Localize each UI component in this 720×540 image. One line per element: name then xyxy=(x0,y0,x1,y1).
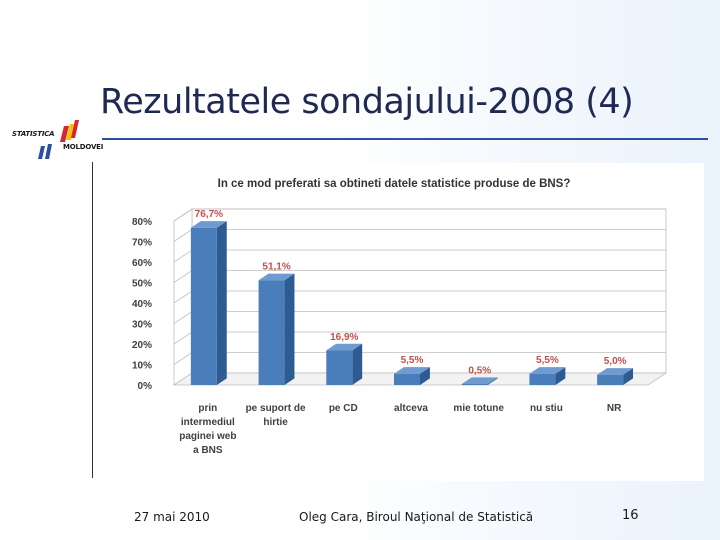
bar-front xyxy=(461,383,488,385)
chart-title: In ce mod preferati sa obtineti datele s… xyxy=(218,178,571,190)
statistica-moldovei-logo: STATISTICA MOLDOVEI xyxy=(8,116,104,164)
bar xyxy=(190,221,227,385)
logo-bars-icon xyxy=(38,120,79,159)
category-label: intermediul xyxy=(181,417,235,428)
category-label: paginei web xyxy=(179,431,236,442)
y-tick-label: 30% xyxy=(132,320,152,331)
logo-bar-blue-1 xyxy=(38,146,45,159)
left-divider xyxy=(92,162,93,478)
bar-front xyxy=(326,350,353,385)
bar-side xyxy=(487,377,498,385)
bar-top xyxy=(597,368,634,375)
bar-side xyxy=(216,221,227,385)
slide-title: Rezultatele sondajului-2008 (4) xyxy=(100,82,634,122)
bar-side xyxy=(284,273,295,385)
data-label: 76,7% xyxy=(195,209,223,220)
logo-bar-blue-2 xyxy=(45,144,52,159)
data-label: 0,5% xyxy=(468,365,491,376)
data-label: 5,5% xyxy=(401,355,424,366)
y-tick-label: 60% xyxy=(132,258,152,269)
logo-bar-red-2 xyxy=(71,120,79,138)
y-tick-label: 0% xyxy=(138,381,153,392)
bar-top xyxy=(394,367,430,374)
category-label: pe suport de xyxy=(246,403,306,414)
bar-front xyxy=(190,227,217,385)
title-underline xyxy=(102,138,708,140)
footer-author: Oleg Cara, Biroul Naţional de Statistică xyxy=(299,510,534,524)
y-tick-label: 50% xyxy=(132,279,152,290)
logo-text-statistica: STATISTICA xyxy=(12,130,55,138)
logo-bar-yellow xyxy=(66,124,74,140)
bar xyxy=(461,377,498,385)
category-label: nu stiu xyxy=(530,403,563,414)
bar-top xyxy=(461,377,498,384)
y-tick-label: 10% xyxy=(132,361,152,372)
bar-front xyxy=(394,373,420,385)
category-label: prin xyxy=(198,403,217,414)
bar-top xyxy=(529,367,566,374)
category-label: hirtie xyxy=(263,417,288,428)
bar-side xyxy=(555,367,566,385)
bar-top xyxy=(258,273,295,281)
bar-front xyxy=(597,374,624,385)
data-label: 5,0% xyxy=(604,356,627,367)
category-label: pe CD xyxy=(329,403,358,414)
bar-side xyxy=(420,367,430,385)
bar xyxy=(326,343,363,385)
logo-bar-red-1 xyxy=(60,126,69,142)
y-tick-label: 80% xyxy=(132,217,152,228)
bar xyxy=(597,368,634,385)
y-tick-label: 40% xyxy=(132,299,152,310)
data-label: 16,9% xyxy=(330,332,358,343)
bar-side xyxy=(352,343,363,385)
data-label: 5,5% xyxy=(536,355,559,366)
bar xyxy=(529,367,566,385)
data-label: 51,1% xyxy=(262,262,290,273)
y-tick-label: 70% xyxy=(132,238,152,249)
category-label: NR xyxy=(607,403,622,414)
category-label: a BNS xyxy=(193,445,223,456)
category-label: mie totune xyxy=(453,403,504,414)
chart-panel: In ce mod preferati sa obtineti datele s… xyxy=(108,163,704,481)
bar-front xyxy=(258,280,285,385)
logo-text-moldovei: MOLDOVEI xyxy=(63,143,104,151)
y-tick-label: 20% xyxy=(132,340,152,351)
category-label: altceva xyxy=(394,403,428,414)
footer-date: 27 mai 2010 xyxy=(134,510,210,524)
bar xyxy=(258,273,295,385)
page-number: 16 xyxy=(622,508,639,523)
bar xyxy=(394,367,430,385)
bar-side xyxy=(623,368,634,385)
bar-top xyxy=(190,221,227,228)
bar-top xyxy=(326,343,363,351)
bar-front xyxy=(529,373,556,385)
gridline xyxy=(173,208,666,222)
bar-chart: In ce mod preferati sa obtineti datele s… xyxy=(132,178,668,456)
